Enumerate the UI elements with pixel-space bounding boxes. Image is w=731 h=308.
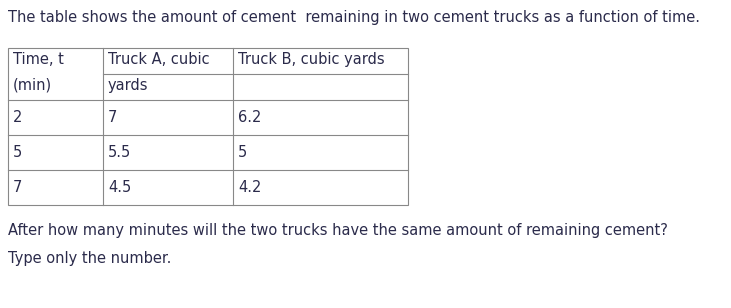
- Text: 6.2: 6.2: [238, 110, 262, 125]
- Text: The table shows the amount of cement  remaining in two cement trucks as a functi: The table shows the amount of cement rem…: [8, 10, 700, 25]
- Bar: [8, 48, 408, 205]
- Text: yards: yards: [108, 78, 148, 93]
- Text: Time, t: Time, t: [13, 52, 64, 67]
- Text: 7: 7: [108, 110, 118, 125]
- Text: (min): (min): [13, 78, 52, 93]
- Text: 2: 2: [13, 110, 23, 125]
- Text: Truck A, cubic: Truck A, cubic: [108, 52, 210, 67]
- Text: After how many minutes will the two trucks have the same amount of remaining cem: After how many minutes will the two truc…: [8, 223, 668, 238]
- Text: 5.5: 5.5: [108, 145, 132, 160]
- Text: 4.2: 4.2: [238, 180, 262, 195]
- Text: Type only the number.: Type only the number.: [8, 251, 171, 266]
- Text: 5: 5: [238, 145, 247, 160]
- Text: 4.5: 4.5: [108, 180, 132, 195]
- Text: 5: 5: [13, 145, 22, 160]
- Text: 7: 7: [13, 180, 23, 195]
- Text: Truck B, cubic yards: Truck B, cubic yards: [238, 52, 385, 67]
